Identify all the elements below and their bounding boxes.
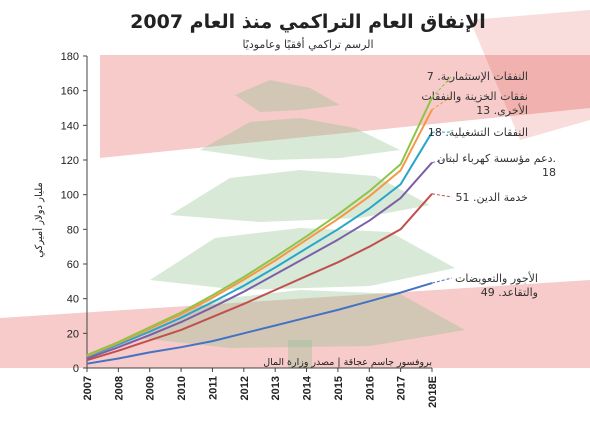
series-label-treasury: نفقات الخزينة والنفقات [421,90,528,103]
flag-red-band-top [100,55,590,158]
series-leader-debt [431,193,453,198]
x-tick-label: 2008 [113,376,125,400]
flag-red-band-right [470,10,590,140]
chart-title: الإنفاق العام التراكمي منذ العام 2007 [130,11,486,33]
y-tick-label: 140 [61,120,79,132]
x-tick-label: 2012 [239,376,251,400]
y-tick-label: 180 [61,51,79,63]
y-tick-label: 160 [61,86,79,98]
series-line-edl [86,161,433,360]
x-tick-label: 2017 [396,376,408,400]
y-axis: 0 20 40 60 80 100 120 140 160 180 [61,51,88,375]
series-leader-wages [431,277,453,284]
x-tick-label: 2009 [145,376,157,400]
x-tick-label: 2010 [176,376,188,400]
series-line-treasury [86,109,433,357]
y-tick-label: 100 [61,190,79,202]
series-label-operating: النفقات التشغيلية. 18 [428,126,528,139]
x-tick-label: 2015 [333,376,345,400]
series-label-wages: الأجور والتعويضات [455,271,538,285]
chart-subtitle: الرسم تراكمي أفقيًا وعاموديًا [242,37,373,51]
series-label-wages: والتقاعد. 49 [481,286,538,299]
series-leader-edl [431,157,453,164]
series-label-debt: خدمة الدين. 51 [456,191,528,204]
y-tick-label: 80 [67,224,79,236]
series-line-debt [86,193,433,362]
series-line-wages [86,282,433,365]
cedar-icon [140,80,465,368]
y-tick-label: 60 [67,259,79,271]
y-tick-label: 40 [67,294,79,306]
series-leader-treasury [431,95,453,111]
x-tick-label: 2014 [302,375,314,400]
y-tick-label: 20 [67,328,79,340]
series-label-treasury: الأخرى. 13 [476,103,528,117]
series-label-investment: النفقات الإستثمارية. 7 [427,70,528,83]
series-line-investment [86,97,433,356]
x-tick-label: 2018E [427,376,439,408]
series-label-edl: 18 [542,166,556,179]
x-tick-label: 2007 [82,376,94,400]
x-axis: 2007 2008 2009 2010 2011 2012 2013 2014 2015 2016… [82,367,439,408]
series-line-operating [86,131,433,358]
y-axis-label: مليار دولار أميركي [32,182,45,258]
series-label-edl: دعم مؤسسة كهرباء لبنان. [437,152,556,165]
flag-red-band-bottom [0,280,590,368]
y-tick-label: 120 [61,155,79,167]
y-tick-label: 0 [73,363,79,375]
source-credit: بروفسور جاسم عجاقة | مصدر وزارة المال [263,357,432,368]
series-lines [86,97,433,365]
flag-background [0,10,590,368]
x-tick-label: 2013 [270,376,282,400]
x-tick-label: 2016 [364,376,376,400]
x-tick-label: 2011 [207,376,219,400]
